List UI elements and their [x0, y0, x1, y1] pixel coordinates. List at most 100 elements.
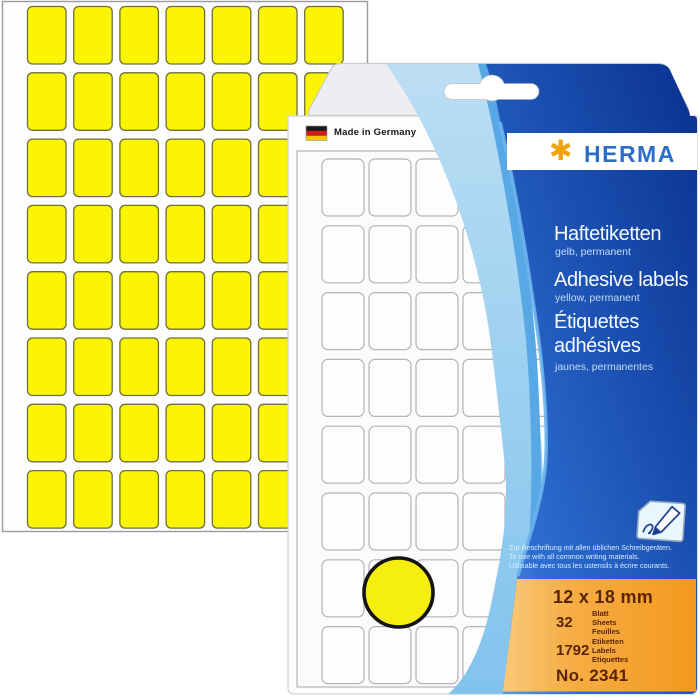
label-sticker	[415, 625, 459, 685]
title-german: Haftetiketten	[554, 223, 662, 245]
label-sticker	[119, 204, 160, 264]
label-sticker	[119, 5, 160, 65]
label-sticker	[165, 204, 206, 264]
title-french: Étiquettes adhésives	[554, 311, 641, 357]
label-sticker	[165, 271, 206, 330]
label-sticker	[26, 204, 67, 264]
label-sticker	[368, 225, 412, 284]
label-sticker	[368, 625, 412, 685]
label-sticker	[321, 625, 365, 685]
herma-asterisk-icon: ✱	[549, 134, 573, 167]
sheet-count-value: 32	[556, 614, 573, 631]
label-count-units: Etiketten Labels Etiquettes	[592, 637, 628, 664]
label-sticker	[165, 403, 206, 463]
label-sticker	[165, 138, 206, 198]
usage-note-fr: Utilisable avec tous les ustensils à écr…	[509, 560, 670, 570]
label-count-value: 1792	[556, 642, 590, 659]
label-sticker	[415, 492, 459, 551]
label-sticker	[304, 5, 344, 65]
usage-notes: Zur Beschriftung mit allen üblichen Schr…	[509, 543, 673, 571]
label-sticker	[165, 337, 206, 397]
label-sticker	[321, 559, 365, 618]
label-sticker	[26, 337, 67, 397]
label-sticker	[119, 337, 160, 397]
label-sticker	[462, 425, 506, 484]
made-in-germany-label: Made in Germany	[334, 127, 417, 138]
brand-logo-text: HERMA	[584, 141, 676, 167]
label-sticker	[462, 492, 506, 551]
label-sticker	[415, 225, 459, 284]
label-sticker	[73, 271, 113, 330]
label-sticker	[165, 469, 206, 529]
label-sticker	[73, 138, 113, 198]
label-sticker	[211, 5, 252, 65]
label-size-value: 12 x 18 mm	[553, 587, 654, 607]
label-sticker	[165, 72, 206, 131]
label-sticker	[119, 469, 160, 529]
pencil-icon	[636, 500, 686, 543]
brand-band	[507, 133, 697, 170]
label-sticker	[211, 271, 252, 330]
label-sticker	[211, 337, 252, 397]
label-sticker	[321, 425, 365, 484]
subtitle-german: gelb, permanent	[555, 246, 631, 258]
label-sticker	[26, 271, 67, 330]
label-sticker	[26, 403, 67, 463]
label-sticker	[119, 403, 160, 463]
usage-note-en: To use with all common writing materials…	[509, 551, 640, 561]
euro-slot-hole	[443, 74, 540, 102]
label-count-unit-fr: Etiquettes	[592, 655, 629, 664]
label-sticker	[211, 403, 252, 463]
label-sticker	[73, 337, 113, 397]
label-sticker	[119, 138, 160, 198]
subtitle-french: jaunes, permanentes	[555, 361, 654, 373]
label-count-unit-de: Etiketten	[592, 637, 624, 646]
orange-spec-box	[503, 579, 696, 692]
sheet-count-unit-fr: Feuilles	[592, 627, 620, 636]
order-number: No. 2341	[556, 666, 629, 685]
label-sticker	[119, 72, 160, 131]
label-sticker	[26, 5, 67, 65]
title-english: Adhesive labels	[554, 269, 689, 291]
label-sticker	[368, 358, 412, 417]
label-count-unit-en: Labels	[592, 646, 616, 655]
label-sticker	[368, 292, 412, 351]
label-sticker	[165, 5, 206, 65]
label-sticker	[321, 292, 365, 351]
label-sticker	[257, 5, 298, 65]
label-sticker	[321, 358, 365, 417]
label-sticker	[368, 492, 412, 551]
label-sticker	[73, 204, 113, 264]
label-sticker	[211, 469, 252, 529]
label-sticker	[368, 158, 412, 217]
label-sticker	[119, 271, 160, 330]
label-sticker	[321, 225, 365, 284]
label-sticker	[73, 72, 113, 131]
panel-edge-highlight	[498, 121, 549, 577]
sheet-count-unit-de: Blatt	[592, 609, 609, 618]
label-sticker	[73, 469, 113, 529]
sample-dot-sticker	[362, 556, 435, 629]
label-sticker	[73, 5, 113, 65]
label-sticker	[26, 469, 67, 529]
label-sticker	[257, 72, 298, 131]
label-sticker	[415, 358, 459, 417]
label-sticker	[26, 138, 67, 198]
label-sticker	[73, 403, 113, 463]
label-sticker	[211, 204, 252, 264]
label-sticker	[415, 425, 459, 484]
label-sticker	[211, 72, 252, 131]
label-sticker	[415, 292, 459, 351]
sheet-count-unit-en: Sheets	[592, 618, 617, 627]
subtitle-english: yellow, permanent	[555, 292, 640, 304]
label-sticker	[368, 425, 412, 484]
label-sticker	[321, 492, 365, 551]
germany-flag-icon	[305, 125, 328, 141]
usage-note-de: Zur Beschriftung mit allen üblichen Schr…	[509, 543, 673, 552]
label-sticker	[26, 72, 67, 131]
label-sticker	[211, 138, 252, 198]
sheet-count-units: Blatt Sheets Feuilles	[592, 609, 620, 636]
label-sticker	[321, 158, 365, 217]
